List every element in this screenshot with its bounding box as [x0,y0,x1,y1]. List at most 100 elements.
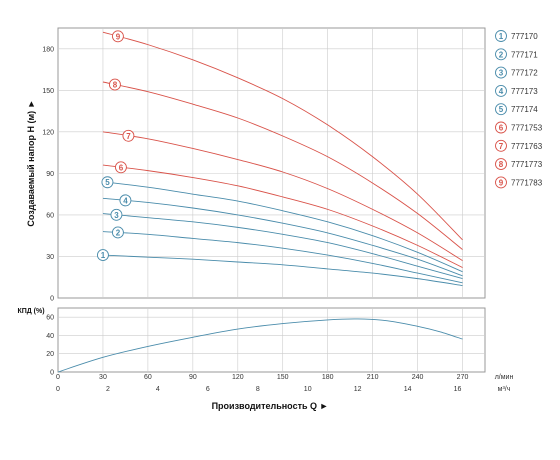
legend-marker-label: 6 [499,124,504,133]
x-secondary-tick-label: 6 [206,386,210,393]
legend-marker-label: 2 [499,50,504,59]
curve-marker-6: 6 [114,161,127,174]
curve-marker-4: 4 [119,194,132,207]
curve-marker-label: 3 [114,211,119,220]
legend-marker-label: 7 [499,142,504,151]
efficiency-plot-frame [57,307,486,373]
legend-marker-circle [495,66,507,79]
efficiency-y-ticks: 0 20 40 60 [46,315,54,377]
legend-item-7: 7 7771763 [495,139,543,152]
head-curve-8 [102,81,463,250]
legend-marker-circle [495,30,507,42]
efficiency-curve [57,318,463,373]
curve-marker-5: 5 [101,176,114,189]
head-curve-4 [102,197,463,277]
legend-series-name: 7771773 [511,160,543,169]
x-primary-tick-label: 150 [277,374,289,381]
legend-series-name: 777173 [511,87,538,96]
x-secondary-tick-label: 16 [454,386,462,393]
curve-marker-circle [122,129,135,142]
legend-marker-label: 5 [499,105,504,114]
legend-marker-circle [495,48,507,61]
efficiency-y-tick-label: 20 [46,351,54,358]
curve-marker-label: 7 [126,132,131,141]
efficiency-grid [58,308,485,372]
x-unit-primary: л/мин [495,374,514,381]
legend-marker-label: 3 [499,69,504,78]
legend: 1 777170 2 777171 3 777172 4 777173 5 777174 6 7771… [495,30,543,189]
curve-marker-label: 4 [123,196,128,205]
legend-marker-label: 8 [499,160,504,169]
legend-series-name: 7771783 [511,178,543,187]
efficiency-panel: 0 20 40 60 КПД (%) [17,307,486,377]
legend-item-4: 4 777173 [495,84,538,97]
x-primary-tick-label: 30 [99,374,107,381]
head-curve-1 [102,254,463,286]
legend-item-8: 8 7771773 [495,158,543,171]
x-secondary-tick-label: 2 [106,386,110,393]
x-secondary-tick-label: 14 [404,386,412,393]
efficiency-y-tick-label: 40 [46,333,54,340]
curve-marker-label: 5 [105,178,110,187]
legend-item-6: 6 7771753 [495,121,543,134]
x-unit-secondary: м³/ч [498,386,511,393]
head-curve-9 [102,31,463,241]
curve-marker-label: 2 [116,228,121,237]
x-secondary-tick-label: 0 [56,386,60,393]
x-secondary-tick-label: 12 [354,386,362,393]
efficiency-y-tick-label: 60 [46,315,54,322]
efficiency-y-tick-label: 0 [50,370,54,377]
legend-marker-circle [495,121,507,134]
head-y-tick-label: 180 [42,46,54,53]
legend-series-name: 777174 [511,105,538,114]
curve-marker-circle [110,208,123,221]
x-primary-tick-label: 240 [412,374,424,381]
head-curve-6 [102,164,463,268]
curve-marker-8: 8 [108,78,121,91]
legend-marker-circle [495,158,507,171]
curve-marker-circle [111,30,124,43]
head-y-axis-title: Создаваемый напор H (м) ► [26,99,36,226]
x-axis-title: Производительность Q ► [212,401,329,411]
legend-marker-label: 1 [499,32,504,41]
x-secondary-tick-label: 8 [256,386,260,393]
curve-marker-circle [114,161,127,174]
legend-item-1: 1 777170 [495,30,538,42]
x-axis-primary-ticks: 0 30 60 90 120 150 180 210 240 270 [56,374,468,381]
x-axis-secondary-ticks: 0 2 4 6 8 10 12 14 16 [56,386,461,393]
head-y-tick-label: 60 [46,212,54,219]
curve-marker-label: 8 [113,81,118,90]
head-curve-2 [102,231,463,284]
x-primary-tick-label: 180 [322,374,334,381]
legend-series-name: 7771763 [511,142,543,151]
efficiency-line-0 [57,318,463,373]
head-curves [102,31,463,286]
legend-item-3: 3 777172 [495,66,538,79]
x-primary-tick-label: 120 [232,374,244,381]
curve-marker-7: 7 [122,129,135,142]
head-curve-3 [102,213,463,280]
legend-marker-circle [495,176,507,189]
curve-marker-circle [108,78,121,91]
x-primary-tick-label: 90 [189,374,197,381]
curve-marker-circle [96,249,109,262]
legend-series-name: 777172 [511,69,538,78]
curve-marker-1: 1 [96,249,109,262]
curve-marker-2: 2 [111,226,124,239]
legend-marker-circle [495,84,507,97]
legend-marker-circle [495,139,507,152]
curve-marker-label: 1 [101,251,106,260]
head-y-tick-label: 150 [42,88,54,95]
curve-marker-circle [111,226,124,239]
x-primary-tick-label: 210 [367,374,379,381]
head-y-tick-label: 30 [46,254,54,261]
legend-series-name: 7771753 [511,124,543,133]
legend-item-9: 9 7771783 [495,176,543,189]
head-y-tick-label: 90 [46,171,54,178]
x-primary-tick-label: 0 [56,374,60,381]
head-y-ticks: 0 30 60 90 120 150 180 [42,46,54,302]
x-secondary-tick-label: 4 [156,386,160,393]
